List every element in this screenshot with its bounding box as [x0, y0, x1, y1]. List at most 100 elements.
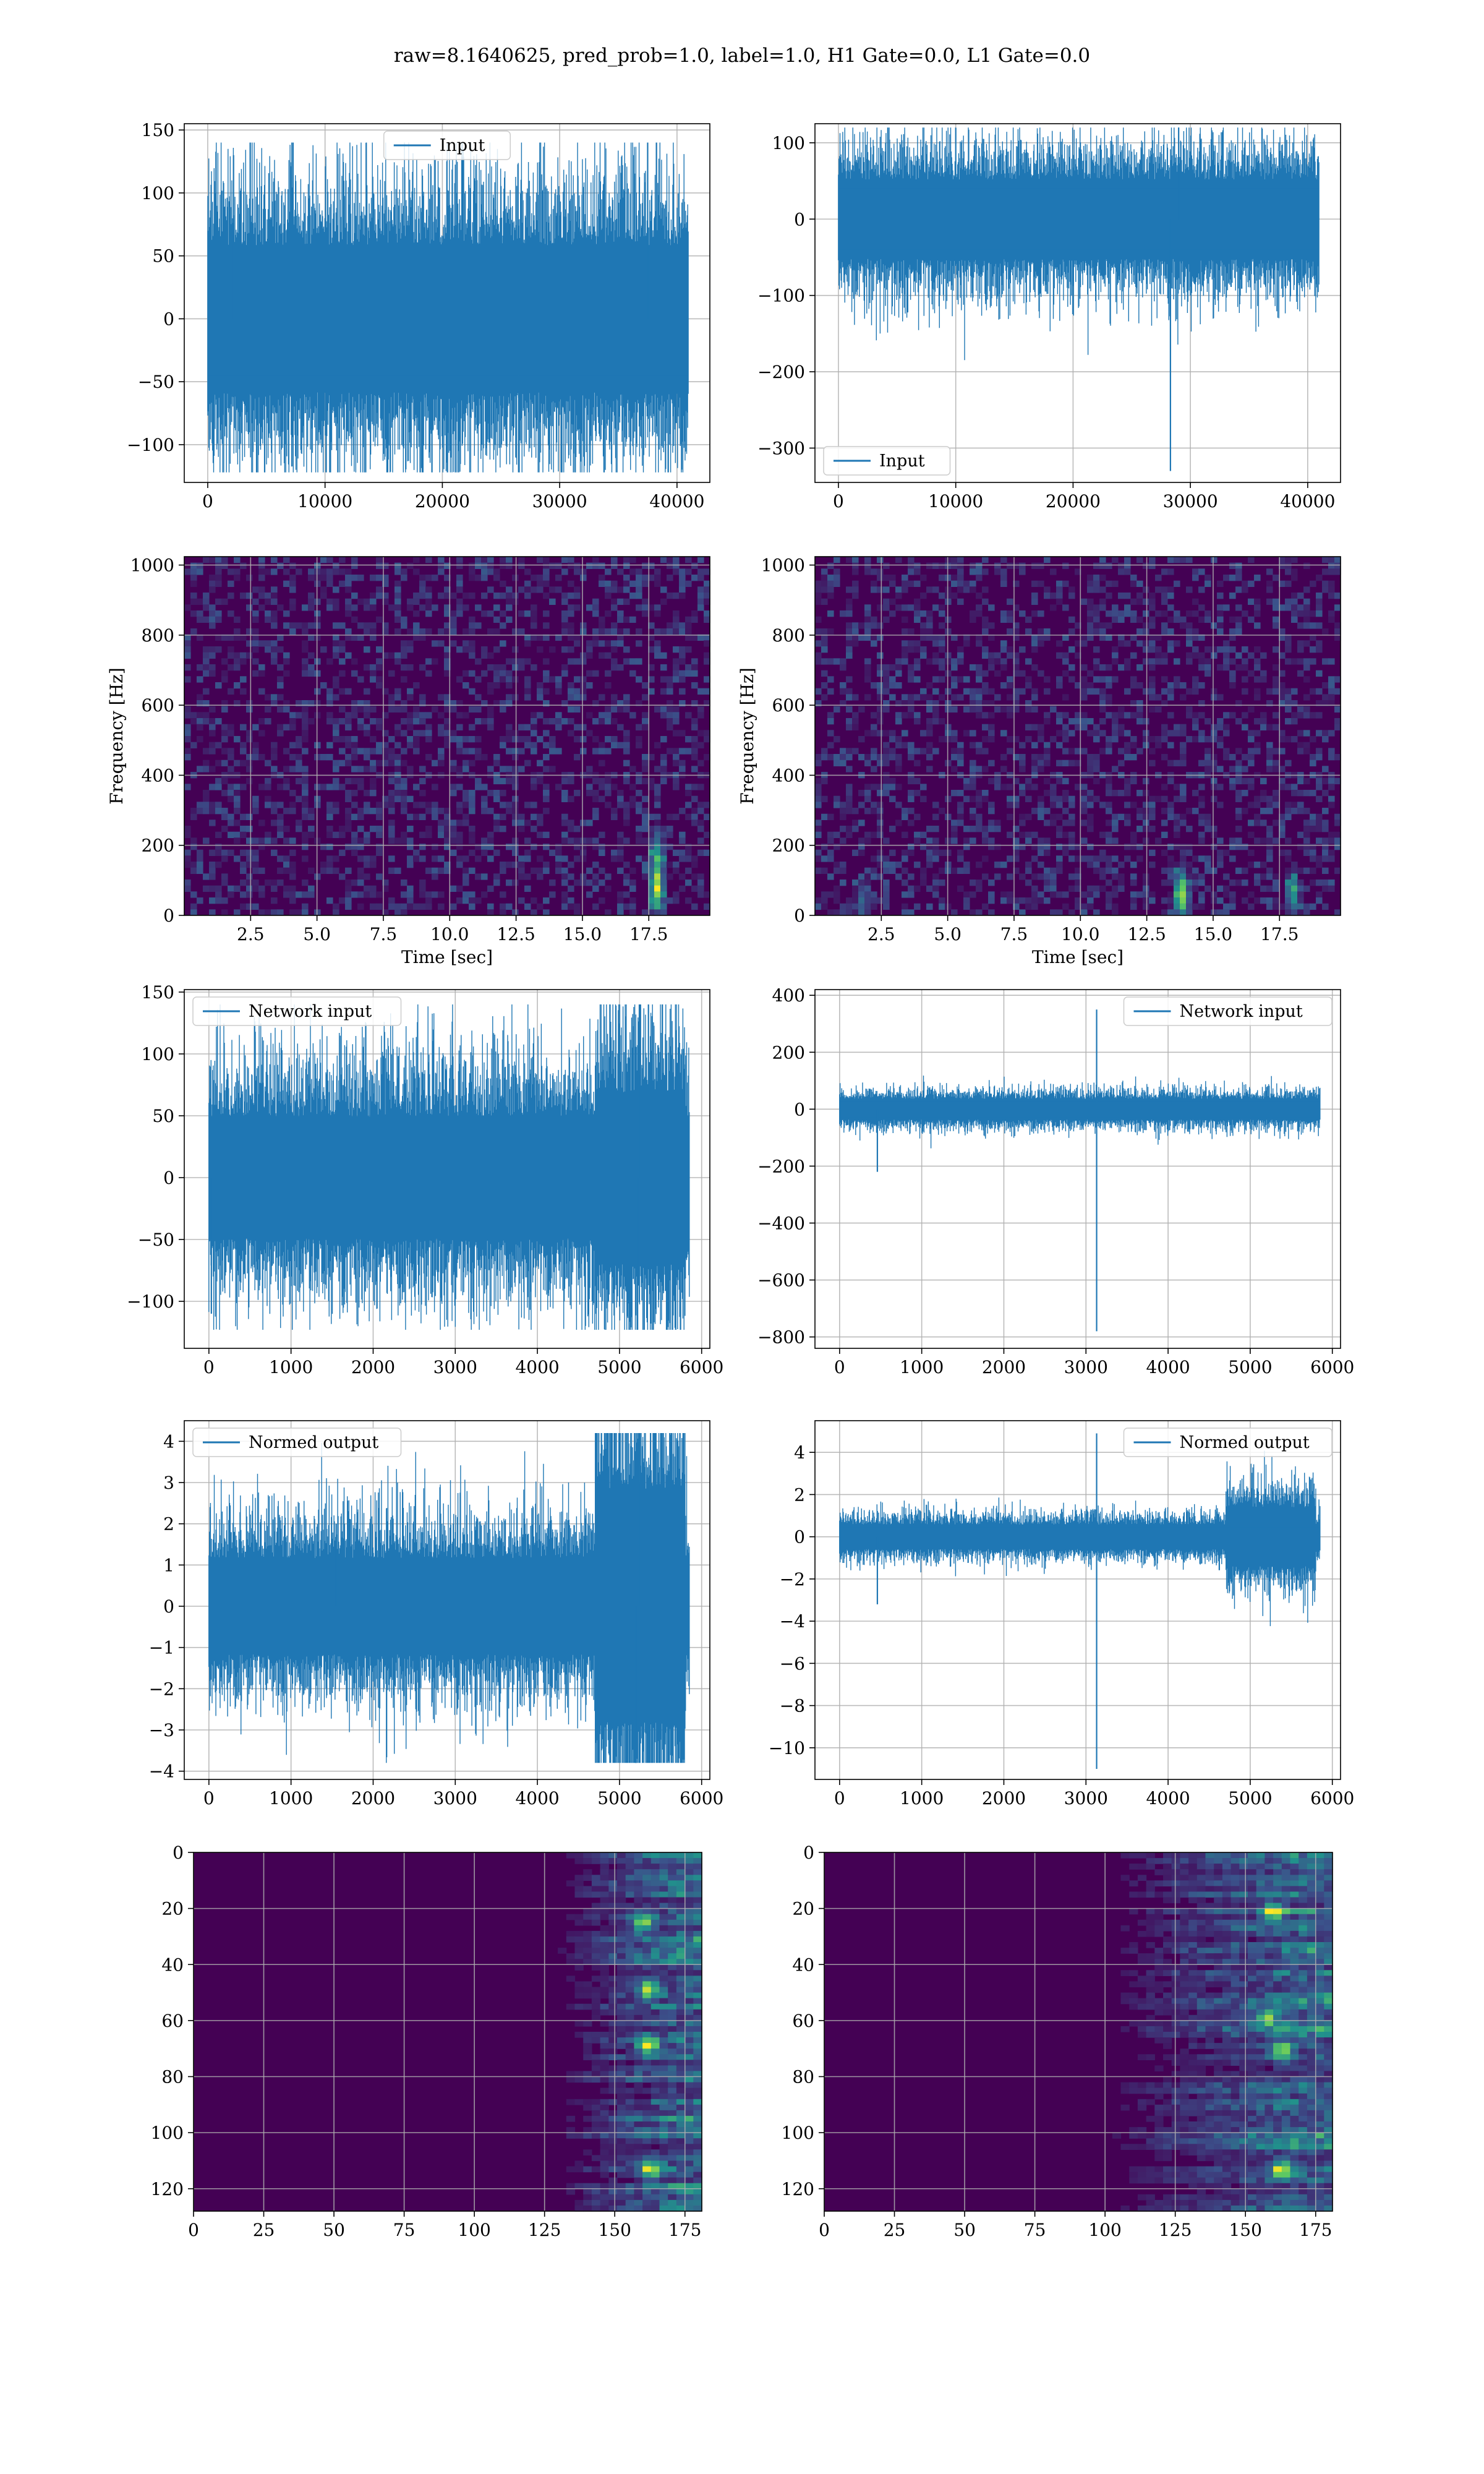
- heat-cell: [382, 795, 389, 802]
- heat-cell: [1112, 885, 1119, 892]
- heat-cell: [240, 748, 247, 755]
- heat-cell: [685, 670, 692, 677]
- heat-cell: [1075, 712, 1081, 719]
- heat-cell: [623, 813, 630, 820]
- heat-cell: [976, 712, 983, 719]
- heat-cell: [209, 646, 216, 653]
- heat-cell: [543, 700, 550, 707]
- heat-cell: [877, 604, 884, 611]
- heat-cell: [1000, 664, 1007, 671]
- heat-cell: [475, 754, 482, 761]
- heat-cell: [852, 826, 859, 833]
- heat-cell: [549, 562, 556, 569]
- heat-cell: [1285, 885, 1292, 892]
- heat-cell: [642, 1981, 652, 1988]
- heat-cell: [401, 891, 407, 898]
- heat-cell: [1013, 777, 1020, 784]
- heat-cell: [333, 568, 339, 575]
- heat-cell: [642, 826, 649, 833]
- heat-cell: [524, 593, 531, 599]
- heat-cell: [1242, 712, 1248, 719]
- heat-cell: [413, 712, 420, 719]
- heat-cell: [512, 820, 519, 826]
- heat-cell: [407, 891, 414, 898]
- heat-cell: [345, 795, 352, 802]
- heat-cell: [382, 628, 389, 635]
- heat-cell: [289, 742, 296, 748]
- heat-cell: [599, 760, 605, 766]
- heat-cell: [908, 885, 915, 892]
- heat-cell: [982, 616, 989, 623]
- heat-cell: [524, 658, 531, 665]
- heat-cell: [1136, 628, 1143, 635]
- heat-cell: [932, 640, 939, 647]
- heat-cell: [246, 903, 253, 910]
- heat-cell: [679, 646, 686, 653]
- heat-cell: [450, 730, 457, 737]
- heat-cell: [401, 795, 407, 802]
- heat-cell: [600, 2099, 609, 2105]
- heat-cell: [1192, 634, 1199, 641]
- heat-cell: [555, 575, 562, 581]
- legend-box: [192, 996, 402, 1026]
- heat-cell: [555, 724, 562, 730]
- heat-cell: [258, 586, 265, 593]
- heat-cell: [963, 897, 970, 904]
- heat-cell: [617, 2183, 626, 2189]
- heat-cell: [951, 748, 958, 755]
- heat-cell: [697, 586, 704, 593]
- heat-cell: [976, 795, 983, 802]
- heat-cell: [1291, 718, 1298, 725]
- heat-cell: [228, 724, 234, 730]
- heat-cell: [1044, 880, 1051, 886]
- heat-cell: [1180, 724, 1187, 730]
- heat-cell: [667, 844, 673, 850]
- heat-cell: [608, 1914, 618, 1920]
- heat-cell: [939, 562, 945, 569]
- heat-cell: [351, 670, 358, 677]
- heat-cell: [1217, 849, 1224, 856]
- heat-cell: [357, 837, 364, 844]
- heat-cell: [1334, 593, 1341, 599]
- heat-cell: [197, 849, 203, 856]
- heat-cell: [549, 718, 556, 725]
- heat-cell: [685, 880, 692, 886]
- heat-cell: [858, 820, 865, 826]
- heat-cell: [957, 652, 964, 659]
- heat-cell: [982, 795, 989, 802]
- heat-cell: [932, 586, 939, 593]
- heat-cell: [561, 903, 568, 910]
- heat-cell: [1013, 849, 1020, 856]
- heat-cell: [1019, 844, 1026, 850]
- heat-cell: [1223, 724, 1230, 730]
- heat-cell: [697, 568, 704, 575]
- heat-cell: [827, 575, 834, 581]
- heat-cell: [1285, 891, 1292, 898]
- heat-cell: [976, 880, 983, 886]
- heat-cell: [697, 604, 704, 611]
- heat-cell: [617, 610, 624, 617]
- heat-cell: [302, 706, 309, 713]
- heat-cell: [1273, 646, 1279, 653]
- heat-cell: [339, 568, 346, 575]
- heat-cell: [1316, 712, 1323, 719]
- heat-cell: [1303, 694, 1310, 701]
- heat-cell: [625, 2160, 634, 2167]
- heat-cell: [914, 568, 921, 575]
- heat-cell: [599, 795, 605, 802]
- heat-cell: [932, 718, 939, 725]
- heat-cell: [432, 760, 438, 766]
- heat-cell: [1068, 820, 1075, 826]
- heat-cell: [370, 748, 377, 755]
- heat-cell: [1099, 730, 1106, 737]
- heat-cell: [617, 700, 624, 707]
- heat-cell: [1093, 736, 1100, 743]
- heat-cell: [1248, 616, 1255, 623]
- heat-cell: [364, 885, 370, 892]
- heat-cell: [939, 593, 945, 599]
- heat-cell: [1316, 575, 1323, 581]
- heat-cell: [834, 736, 840, 743]
- heat-cell: [883, 837, 890, 844]
- heat-cell: [531, 777, 537, 784]
- heat-cell: [566, 1914, 576, 1920]
